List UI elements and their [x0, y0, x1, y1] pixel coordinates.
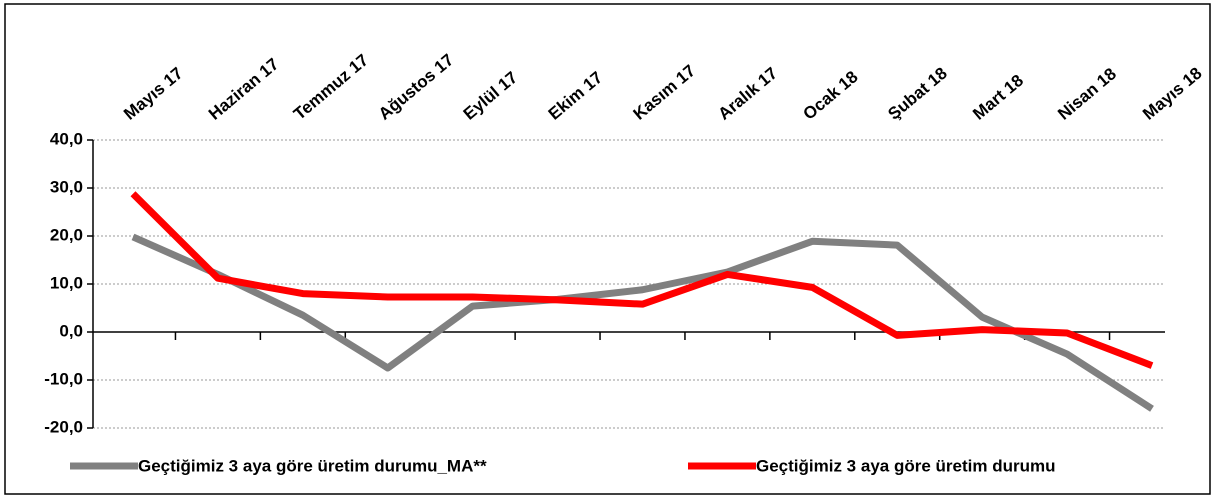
- legend-label: Geçtiğimiz 3 aya göre üretim durumu_MA**: [138, 456, 487, 475]
- y-tick-label: -20,0: [44, 417, 83, 436]
- y-tick-label: 10,0: [50, 273, 83, 292]
- series-line: [131, 233, 1154, 412]
- series-line: [130, 191, 1154, 369]
- chart-border: [4, 3, 1211, 495]
- y-tick-label: 30,0: [50, 177, 83, 196]
- y-tick-label: 20,0: [50, 225, 83, 244]
- y-tick-label: 0,0: [59, 321, 83, 340]
- y-tick-label: 40,0: [50, 129, 83, 148]
- legend-label: Geçtiğimiz 3 aya göre üretim durumu: [756, 456, 1055, 475]
- y-tick-label: -10,0: [44, 369, 83, 388]
